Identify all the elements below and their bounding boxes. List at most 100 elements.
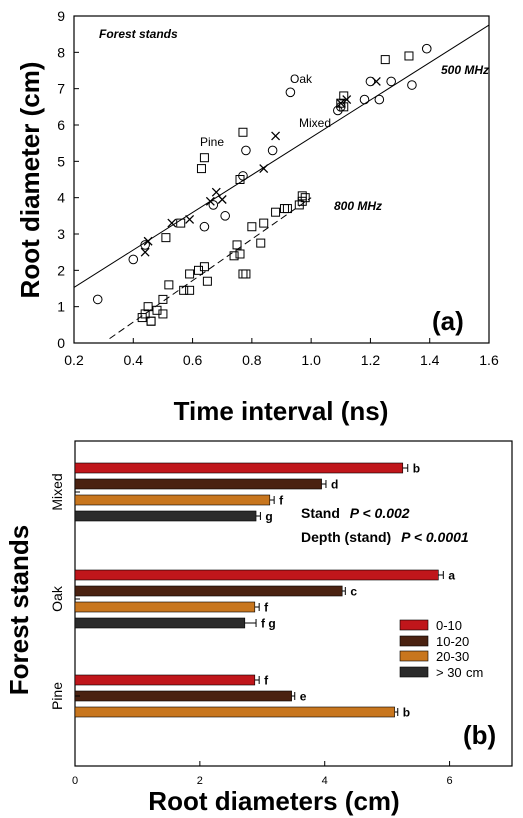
group-label: Mixed bbox=[49, 473, 65, 510]
data-point-square bbox=[229, 251, 239, 261]
panel-b-label: (b) bbox=[463, 720, 496, 750]
error-bar bbox=[254, 603, 260, 611]
panel-b-x-ticks: 0 2 4 6 bbox=[72, 761, 453, 787]
data-point-square bbox=[256, 238, 266, 248]
data-point-cross bbox=[259, 164, 269, 174]
panel-b-group-labels: Mixed Oak Pine bbox=[49, 473, 80, 710]
data-point-square bbox=[199, 153, 209, 163]
y-tick-label: 9 bbox=[57, 8, 65, 24]
legend-label: 0-10 bbox=[436, 618, 462, 633]
y-tick-label: 2 bbox=[57, 262, 65, 278]
x-tick-label: 0.4 bbox=[124, 352, 144, 368]
data-point-square bbox=[185, 285, 195, 295]
panel-a-y-ticks: 0 1 2 3 4 5 6 7 8 9 bbox=[57, 8, 79, 351]
bar bbox=[74, 569, 439, 581]
data-point-circle bbox=[421, 43, 432, 54]
data-point-circle bbox=[199, 221, 210, 232]
bar bbox=[74, 617, 246, 629]
bar bbox=[74, 601, 256, 613]
error-bar bbox=[244, 619, 257, 627]
data-point-square bbox=[176, 218, 186, 228]
data-point-square bbox=[404, 51, 414, 61]
error-bar bbox=[402, 464, 409, 472]
data-point-cross bbox=[336, 98, 346, 108]
bar bbox=[74, 690, 292, 702]
data-point-square bbox=[247, 222, 257, 232]
data-point-circle bbox=[386, 76, 396, 87]
stat-stand-label: Stand bbox=[301, 505, 340, 521]
data-point-square bbox=[271, 207, 281, 217]
significance-letter: b bbox=[403, 706, 410, 720]
bar bbox=[74, 674, 256, 686]
x-tick-label: 1.6 bbox=[479, 352, 499, 368]
legend-label: > 30 bbox=[436, 665, 462, 680]
data-point-square bbox=[202, 276, 212, 286]
legend-unit: cm bbox=[466, 665, 483, 680]
panel-a-fit-lines bbox=[73, 24, 490, 340]
data-point-cross bbox=[211, 187, 221, 197]
bar bbox=[74, 462, 404, 474]
data-point-circle bbox=[140, 240, 150, 250]
stat-depth-label: Depth (stand) bbox=[301, 529, 391, 545]
y-tick-label: 0 bbox=[57, 335, 65, 351]
error-bar bbox=[394, 708, 399, 716]
y-tick-label: 1 bbox=[57, 299, 65, 315]
group-label: Pine bbox=[49, 682, 65, 710]
data-point-circle bbox=[285, 87, 296, 98]
data-point-cross bbox=[205, 196, 215, 206]
data-point-cross bbox=[371, 76, 381, 86]
x-tick-label: 6 bbox=[447, 775, 453, 787]
error-bar bbox=[254, 676, 260, 684]
panel-a-title: Forest stands bbox=[99, 27, 178, 41]
y-tick-label: 8 bbox=[57, 44, 65, 60]
x-tick-label: 1.0 bbox=[301, 352, 321, 368]
group-label: Oak bbox=[49, 585, 65, 612]
error-bar bbox=[438, 571, 444, 579]
legend-swatch bbox=[399, 619, 429, 631]
data-point-cross bbox=[342, 95, 352, 105]
data-point-square bbox=[235, 249, 245, 259]
panel-a-scatter-chart: 0.2 0.4 0.6 0.8 1.0 1.2 1.4 1.6 0 1 2 3 4 5 6 7 8 9 Fore… bbox=[15, 8, 499, 426]
bar bbox=[74, 478, 322, 490]
data-point-circle bbox=[267, 145, 278, 156]
x-tick-label: 2 bbox=[197, 775, 203, 787]
data-point-square bbox=[146, 316, 156, 326]
panel-a-plot-frame bbox=[73, 15, 490, 344]
x-tick-label: 1.4 bbox=[420, 352, 440, 368]
x-tick-label: 1.2 bbox=[361, 352, 381, 368]
annotation-800mhz: 800 MHz bbox=[334, 199, 382, 213]
error-bar bbox=[342, 587, 346, 595]
data-point-square bbox=[238, 269, 248, 279]
significance-letter: c bbox=[350, 585, 357, 599]
data-point-square bbox=[161, 233, 171, 243]
x-tick-label: 0.2 bbox=[64, 352, 84, 368]
y-tick-label: 7 bbox=[57, 81, 65, 97]
annotation-500mhz: 500 MHz bbox=[441, 63, 489, 77]
data-point-circle bbox=[241, 145, 251, 156]
bar bbox=[74, 494, 271, 506]
data-point-cross bbox=[217, 195, 227, 204]
panel-b-x-axis-title: Root diameters (cm) bbox=[148, 786, 399, 816]
significance-letter: d bbox=[331, 478, 338, 492]
data-point-circle bbox=[220, 211, 230, 221]
data-point-cross bbox=[143, 236, 153, 246]
y-tick-label: 4 bbox=[57, 190, 65, 206]
significance-letter: a bbox=[448, 569, 455, 583]
fit-line bbox=[73, 24, 490, 288]
significance-letter: f bbox=[264, 674, 269, 688]
stat-depth: Depth (stand) P < 0.0001 bbox=[301, 529, 469, 545]
panel-a-label: (a) bbox=[432, 306, 464, 336]
data-point-square bbox=[380, 55, 390, 65]
bar bbox=[74, 585, 343, 597]
bar bbox=[74, 510, 257, 522]
significance-letter: e bbox=[300, 690, 307, 704]
data-point-circle bbox=[128, 254, 139, 265]
annotation-oak: Oak bbox=[290, 72, 313, 86]
data-point-square bbox=[232, 240, 242, 250]
x-tick-label: 0.6 bbox=[183, 352, 203, 368]
legend-swatch bbox=[399, 635, 429, 647]
data-point-cross bbox=[167, 218, 177, 228]
bar bbox=[74, 706, 395, 718]
